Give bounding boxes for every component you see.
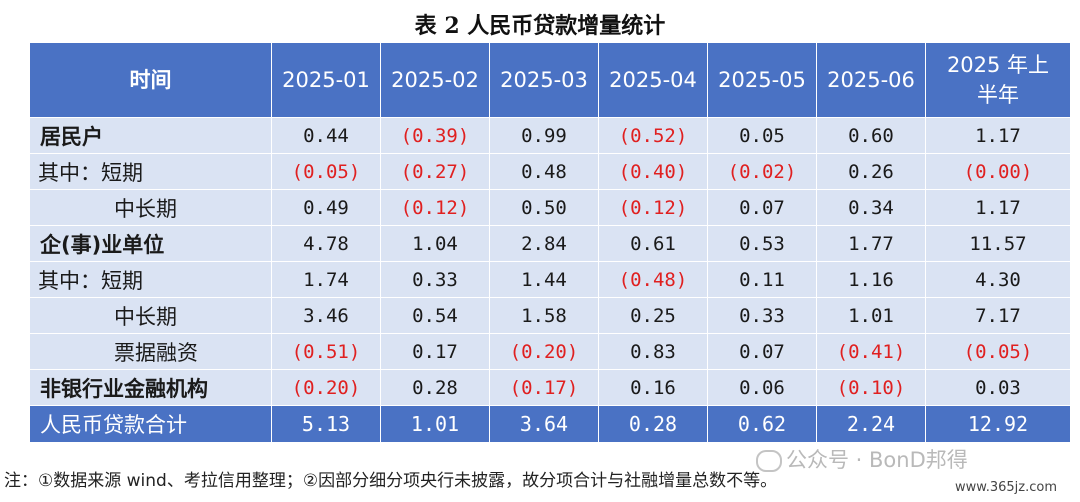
cell-value: 1.16 [816,261,926,298]
site-watermark: www.365jz.com [955,480,1057,495]
cell-value: (0.39) [380,117,490,154]
cell-value: 12.92 [925,405,1071,443]
cell-value: 0.50 [489,189,599,226]
row-label: 其中：短期 [29,261,272,298]
loan-increment-table: 时间 2025-01 2025-02 2025-03 2025-04 2025-… [29,42,1071,443]
cell-value: 2.24 [816,405,926,443]
table-row: 居民户 0.44 (0.39) 0.99 (0.52) 0.05 0.60 1.17 [29,117,1071,154]
cell-value: 5.13 [271,405,381,443]
row-label: 非银行业金融机构 [29,369,272,406]
cell-value: 7.17 [925,297,1071,334]
cell-value: 0.16 [598,369,708,406]
cell-value: (0.00) [925,153,1071,190]
column-header-time: 时间 [29,42,272,118]
cell-value: (0.05) [271,153,381,190]
cell-value: 0.53 [707,225,817,262]
cell-value: (0.10) [816,369,926,406]
cell-value: 0.33 [707,297,817,334]
cell-value: 1.44 [489,261,599,298]
cell-value: 1.58 [489,297,599,334]
row-label: 中长期 [29,189,272,226]
cell-value: 1.17 [925,117,1071,154]
cell-value: 0.33 [380,261,490,298]
column-header-2025-02: 2025-02 [380,42,490,118]
cell-value: 3.64 [489,405,599,443]
wechat-icon [756,450,782,472]
cell-value: 0.03 [925,369,1071,406]
cell-value: (0.40) [598,153,708,190]
cell-value: 0.44 [271,117,381,154]
cell-value: 0.49 [271,189,381,226]
cell-value: (0.20) [271,369,381,406]
cell-value: 1.01 [816,297,926,334]
table-row: 其中：短期 (0.05) (0.27) 0.48 (0.40) (0.02) 0.26 (0.… [29,153,1071,190]
cell-value: 0.07 [707,189,817,226]
cell-value: (0.12) [598,189,708,226]
table-row: 票据融资 (0.51) 0.17 (0.20) 0.83 0.07 (0.41) (0.05) [29,333,1071,370]
cell-value: (0.05) [925,333,1071,370]
table-row: 企(事)业单位 4.78 1.04 2.84 0.61 0.53 1.77 11.57 [29,225,1071,262]
cell-value: (0.51) [271,333,381,370]
row-label: 人民币贷款合计 [29,405,272,443]
cell-value: 0.99 [489,117,599,154]
table-row: 中长期 0.49 (0.12) 0.50 (0.12) 0.07 0.34 1.17 [29,189,1071,226]
row-label: 票据融资 [29,333,272,370]
column-header-2025-03: 2025-03 [489,42,599,118]
cell-value: 0.06 [707,369,817,406]
cell-value: (0.27) [380,153,490,190]
column-header-h1-2025: 2025 年上半年 [925,42,1071,118]
cell-value: 0.17 [380,333,490,370]
cell-value: 1.74 [271,261,381,298]
cell-value: 0.34 [816,189,926,226]
cell-value: 0.61 [598,225,708,262]
cell-value: (0.17) [489,369,599,406]
cell-value: 0.28 [380,369,490,406]
row-label: 中长期 [29,297,272,334]
cell-value: 0.05 [707,117,817,154]
cell-value: 0.83 [598,333,708,370]
cell-value: 1.04 [380,225,490,262]
row-label: 居民户 [29,117,272,154]
column-header-2025-01: 2025-01 [271,42,381,118]
column-header-2025-06: 2025-06 [816,42,926,118]
cell-value: 0.48 [489,153,599,190]
cell-value: 11.57 [925,225,1071,262]
footnote: 注：①数据来源 wind、考拉信用整理；②因部分细分项央行未披露，故分项合计与社… [4,471,778,491]
watermark: 公众号 · BonD邦得 [756,444,968,474]
cell-value: 0.62 [707,405,817,443]
cell-value: (0.48) [598,261,708,298]
cell-value: 0.25 [598,297,708,334]
column-header-2025-05: 2025-05 [707,42,817,118]
row-label: 企(事)业单位 [29,225,272,262]
cell-value: 0.28 [598,405,708,443]
row-label: 其中：短期 [29,153,272,190]
cell-value: (0.20) [489,333,599,370]
table-title: 表 2 人民币贷款增量统计 [414,13,666,39]
cell-value: 1.01 [380,405,490,443]
cell-value: (0.41) [816,333,926,370]
cell-value: 3.46 [271,297,381,334]
cell-value: 4.78 [271,225,381,262]
header-row: 时间 2025-01 2025-02 2025-03 2025-04 2025-… [29,42,1071,118]
cell-value: 1.77 [816,225,926,262]
cell-value: (0.12) [380,189,490,226]
cell-value: (0.52) [598,117,708,154]
table-row: 中长期 3.46 0.54 1.58 0.25 0.33 1.01 7.17 [29,297,1071,334]
cell-value: 0.07 [707,333,817,370]
total-row: 人民币贷款合计 5.13 1.01 3.64 0.28 0.62 2.24 12… [29,405,1071,443]
cell-value: 0.26 [816,153,926,190]
cell-value: 0.11 [707,261,817,298]
column-header-2025-04: 2025-04 [598,42,708,118]
cell-value: (0.02) [707,153,817,190]
cell-value: 4.30 [925,261,1071,298]
cell-value: 2.84 [489,225,599,262]
watermark-text: 公众号 · BonD邦得 [786,448,968,472]
cell-value: 1.17 [925,189,1071,226]
table-row: 非银行业金融机构 (0.20) 0.28 (0.17) 0.16 0.06 (0.10) 0.… [29,369,1071,406]
cell-value: 0.54 [380,297,490,334]
table-row: 其中：短期 1.74 0.33 1.44 (0.48) 0.11 1.16 4.30 [29,261,1071,298]
cell-value: 0.60 [816,117,926,154]
